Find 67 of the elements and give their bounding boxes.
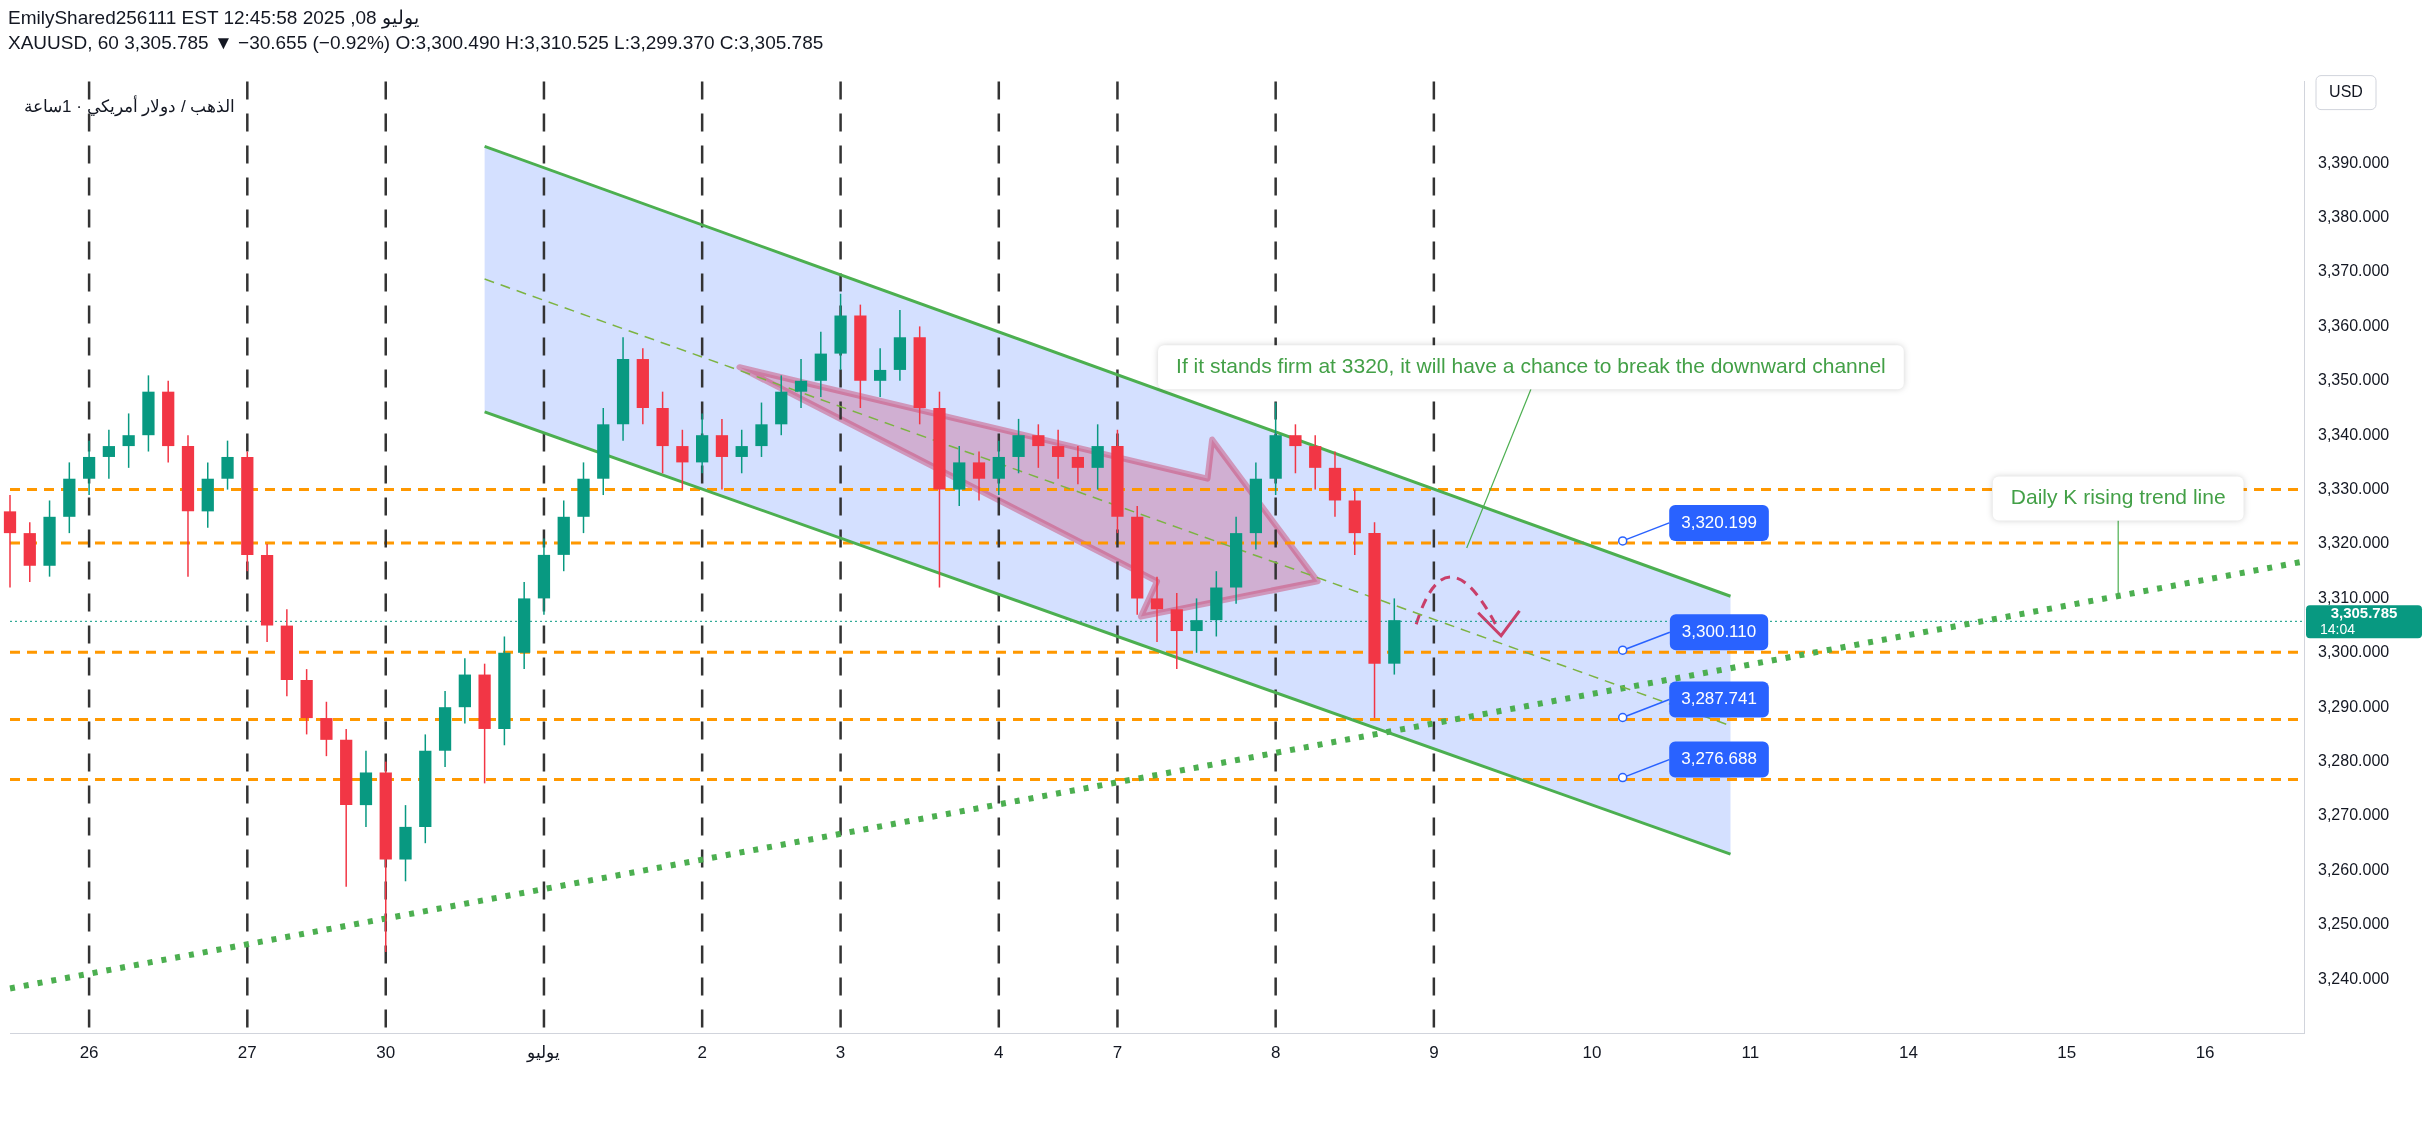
y-tick-label: 3,270.000	[2318, 806, 2390, 824]
y-tick-label: 3,330.000	[2318, 480, 2390, 498]
candlestick	[1032, 423, 1045, 469]
ref-line-label: 3,276.688	[1681, 749, 1757, 769]
y-tick-label: 3,300.000	[2318, 643, 2390, 661]
candlestick	[1289, 423, 1302, 475]
candlestick	[1309, 434, 1322, 491]
y-tick-label: 3,280.000	[2318, 752, 2390, 770]
ref-line-label: 3,320.199	[1681, 512, 1757, 532]
chart-subtitle: EmilyShared256111 EST 12:45:58 2025 ,08 يوليو	[8, 6, 419, 29]
ref-line-label: 3,300.110	[1681, 621, 1757, 641]
candlestick	[676, 429, 689, 491]
ref-line-label: 3,305.785	[2330, 604, 2398, 622]
x-tick-label: 4	[994, 1043, 1004, 1063]
y-tick-label: 3,310.000	[2318, 588, 2390, 606]
x-tick-label: 2	[697, 1043, 707, 1063]
x-tick-label: 3	[835, 1043, 846, 1063]
candlestick	[1091, 423, 1104, 491]
x-tick-label: 27	[237, 1043, 257, 1063]
candlestick	[972, 450, 986, 502]
x-tick-label: 9	[1429, 1043, 1439, 1063]
candlestick	[1071, 445, 1085, 485]
candlestick	[735, 429, 748, 475]
y-tick-label: 3,250.000	[2318, 915, 2390, 933]
x-tick-label: 30	[376, 1043, 396, 1063]
ref-line-label: 3,287.741	[1681, 689, 1757, 709]
candlestick	[1170, 592, 1183, 670]
x-tick-label: يوليو	[526, 1043, 561, 1064]
y-tick-label: 3,360.000	[2318, 316, 2390, 334]
y-tick-label: 3,320.000	[2318, 534, 2390, 552]
y-tick-label: 3,390.000	[2318, 153, 2390, 171]
x-tick-label: 14	[1899, 1043, 1918, 1063]
candlestick	[122, 412, 135, 469]
y-tick-label: 3,350.000	[2318, 371, 2390, 389]
x-tick-label: 10	[1582, 1043, 1602, 1063]
x-tick-label: 7	[1112, 1043, 1123, 1063]
candlestick	[794, 358, 808, 409]
y-tick-label: 3,370.000	[2318, 262, 2390, 280]
candlestick	[992, 439, 1005, 496]
y-axis-title: USD	[2329, 83, 2363, 101]
x-tick-label: 26	[79, 1043, 99, 1063]
candlestick	[874, 347, 887, 398]
chart-title: XAUUSD, 60 3,305.785 ▼ −30.655 (−0.92%) O:3,300.490 H:3,310.525 L:3,299.370 C:3,305.785	[8, 32, 824, 54]
candlestick	[1190, 597, 1203, 654]
candlestick	[1150, 575, 1164, 643]
candlestick	[715, 418, 729, 491]
candlestick	[1012, 418, 1025, 475]
x-tick-label: 15	[2057, 1043, 2077, 1063]
y-tick-label: 3,290.000	[2318, 697, 2390, 715]
x-tick-label: 8	[1270, 1043, 1281, 1063]
candlestick	[755, 401, 768, 458]
candlestick	[3, 494, 17, 589]
annotation: If it stands firm at 3320, it will have a chance to break the downward channel	[1176, 354, 1886, 377]
y-tick-label: 3,340.000	[2318, 425, 2390, 443]
y-tick-label: 3,240.000	[2318, 969, 2390, 987]
candlestick	[82, 439, 96, 496]
candlestick	[1051, 429, 1065, 480]
candlestick	[221, 439, 234, 491]
y-tick-label: 3,380.000	[2318, 208, 2390, 226]
text: 14:04	[2320, 621, 2356, 638]
annotation: الذهب / دولار أمريكي · 1ساعة	[24, 95, 236, 118]
candlestick	[102, 429, 116, 480]
candlestick	[320, 701, 333, 757]
x-tick-label: 11	[1741, 1043, 1760, 1063]
y-tick-label: 3,260.000	[2318, 860, 2390, 878]
x-tick-label: 16	[2195, 1043, 2215, 1063]
annotation: Daily K rising trend line	[2010, 485, 2226, 509]
